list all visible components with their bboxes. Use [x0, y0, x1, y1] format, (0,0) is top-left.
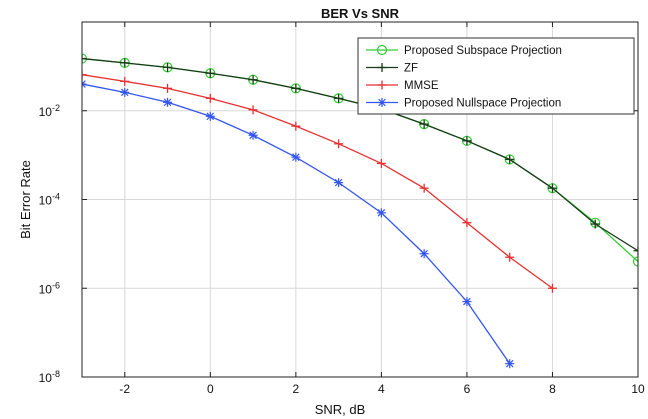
- legend-label: Proposed Nullspace Projection: [404, 98, 561, 110]
- data-point: [505, 359, 515, 369]
- x-tick-label: -2: [119, 382, 130, 396]
- data-point: [633, 246, 638, 256]
- data-point: [376, 208, 386, 218]
- data-point: [632, 256, 638, 267]
- data-point: [120, 87, 130, 97]
- data-point: [291, 152, 301, 162]
- data-point: [505, 154, 515, 164]
- legend-label: MMSE: [404, 80, 439, 92]
- x-tick-label: 2: [293, 382, 300, 396]
- data-point: [163, 62, 173, 72]
- data-point: [205, 93, 215, 103]
- data-point: [291, 121, 301, 131]
- chart-title: BER Vs SNR: [321, 6, 400, 21]
- data-point: [462, 218, 472, 228]
- data-point: [205, 111, 215, 121]
- x-tick-label: 0: [207, 382, 214, 396]
- data-point: [334, 93, 344, 103]
- data-point: [205, 68, 215, 78]
- data-point: [419, 249, 429, 259]
- series-2: [82, 70, 557, 293]
- data-point: [590, 219, 600, 229]
- data-point: [120, 58, 130, 68]
- legend-box: [357, 37, 635, 115]
- legend-item: Proposed Subspace Projection: [366, 44, 562, 57]
- legend: Proposed Subspace Projection ZF MMSE Propos…: [357, 37, 635, 115]
- y-tick-label: 10-6: [39, 280, 60, 296]
- data-point: [547, 183, 557, 193]
- series-3: [82, 79, 515, 369]
- legend-label: Proposed Subspace Projection: [404, 45, 562, 57]
- data-point: [248, 105, 258, 115]
- data-point: [462, 136, 472, 146]
- data-point: [377, 98, 387, 107]
- data-point: [377, 63, 387, 72]
- data-point: [248, 130, 258, 140]
- legend-item: ZF: [366, 63, 418, 75]
- data-point: [462, 297, 472, 307]
- y-tick-label: 10-8: [39, 369, 60, 385]
- data-point: [334, 178, 344, 188]
- data-point: [120, 76, 130, 86]
- data-point: [334, 139, 344, 149]
- data-point: [82, 79, 87, 89]
- legend-label: ZF: [404, 63, 418, 75]
- data-point: [419, 119, 429, 129]
- axis-ticks: -2 0 2 4 6 8 10 10-8 10-6 10-4 10-2: [39, 22, 645, 396]
- data-point: [163, 97, 173, 107]
- x-axis-title: SNR, dB: [315, 402, 366, 417]
- data-point: [291, 83, 301, 93]
- legend-item: MMSE: [366, 80, 439, 92]
- y-tick-label: 10-2: [39, 103, 60, 119]
- x-tick-label: 10: [631, 382, 645, 396]
- x-tick-label: 4: [378, 382, 385, 396]
- data-point: [82, 54, 87, 64]
- legend-item: Proposed Nullspace Projection: [366, 98, 561, 110]
- data-point: [163, 83, 173, 93]
- x-tick-label: 6: [464, 382, 471, 396]
- series-line: [82, 74, 553, 289]
- data-point: [82, 70, 87, 80]
- data-point: [376, 44, 388, 56]
- data-point: [547, 283, 557, 293]
- y-tick-label: 10-4: [39, 192, 60, 208]
- data-point: [419, 183, 429, 193]
- data-point: [377, 80, 387, 90]
- data-point: [505, 252, 515, 262]
- y-axis-title: Bit Error Rate: [18, 160, 33, 239]
- x-tick-label: 8: [549, 382, 556, 396]
- data-point: [376, 158, 386, 168]
- data-point: [248, 75, 258, 85]
